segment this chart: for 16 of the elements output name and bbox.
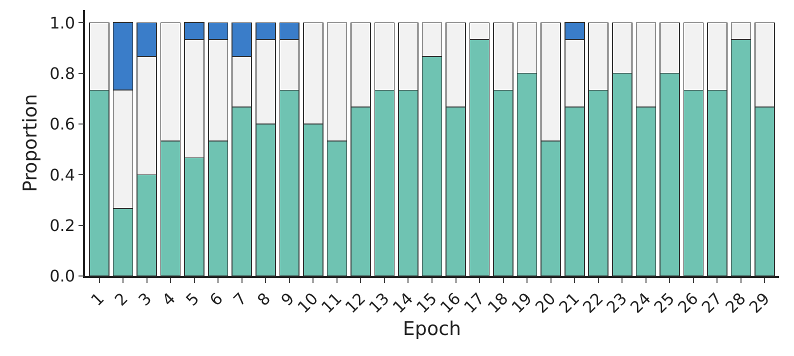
x-tick-label: 5: [182, 289, 203, 310]
y-tick-label: 0.6: [50, 114, 76, 134]
y-axis-title: Proportion: [20, 94, 42, 192]
y-tick-label: 1.0: [50, 13, 76, 32]
y-tick-label: 0.8: [50, 64, 76, 83]
x-tick-label: 7: [230, 289, 250, 310]
y-tick-label: 0.0: [50, 266, 76, 286]
x-tick-label: 1: [87, 289, 108, 310]
x-tick-label: 6: [206, 289, 227, 310]
x-tick-label: 4: [158, 289, 180, 310]
y-tick-label: 0.4: [50, 165, 76, 184]
x-tick-label: 3: [134, 289, 156, 310]
x-tick-label: 2: [110, 289, 132, 310]
x-axis-title: Epoch: [402, 318, 462, 340]
x-tick-label: 8: [253, 289, 274, 310]
y-tick-label: 0.2: [50, 216, 76, 235]
